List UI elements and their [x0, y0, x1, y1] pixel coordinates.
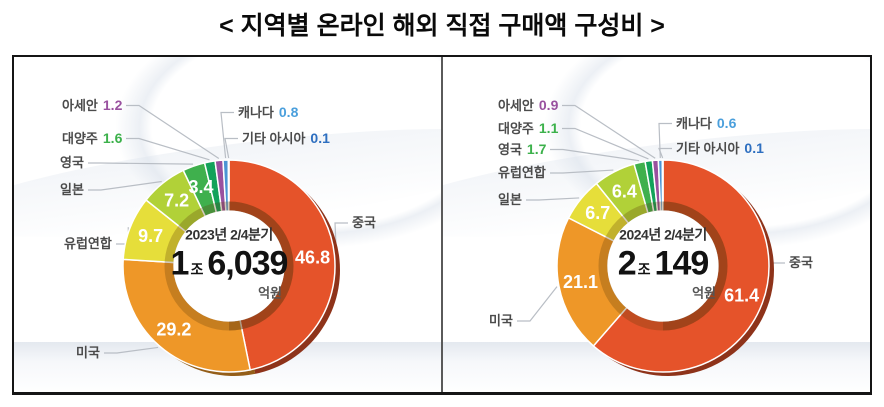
callout-value: 1.1 [538, 120, 559, 136]
amount-prefix-unit: 조 [190, 261, 204, 278]
callout-value: 1.7 [526, 141, 547, 157]
leader-lines [88, 104, 348, 354]
callout-일본: 일본 [498, 192, 522, 208]
callout-아세안: 아세안 1.2 [62, 97, 122, 114]
leader-line-기타 아시아 [224, 137, 238, 159]
callout-기타 아시아: 기타 아시아 0.1 [242, 130, 330, 147]
callout-label: 영국 [498, 142, 522, 157]
callout-value: 0.6 [716, 115, 737, 131]
callout-label: 기타 아시아 [242, 131, 306, 146]
callout-미국: 미국 [489, 313, 513, 329]
leader-line-아세안 [126, 104, 220, 159]
amount-prefix: 2 [617, 244, 637, 283]
callout-label: 유럽연합 [498, 165, 546, 180]
amount-value: 149 [654, 244, 710, 283]
callout-label: 미국 [489, 313, 513, 328]
leader-line-영국 [88, 162, 194, 165]
leader-line-영국 [550, 148, 640, 162]
callout-영국: 영국 1.7 [498, 141, 546, 158]
callout-label: 중국 [352, 215, 376, 230]
amount-prefix: 1 [170, 244, 190, 283]
callout-label: 유럽연합 [64, 236, 112, 251]
center-total-amount: 2 조 149 [588, 246, 738, 280]
center-total-unit: 억원 [692, 285, 716, 301]
segment-value-label-유럽연합: 6.4 [612, 181, 637, 201]
segment-value-label-일본: 6.7 [585, 203, 610, 223]
segment-value-label-미국: 29.2 [156, 319, 191, 339]
leader-line-유럽연합 [550, 169, 614, 174]
callout-label: 캐나다 [238, 105, 274, 120]
callout-label: 일본 [60, 182, 84, 197]
leader-line-일본 [88, 180, 162, 191]
panel-divider [441, 57, 443, 392]
chart-box: 46.8 29.2 9.7 7.2 3.4 아세안 1.2 대양주 1.6 영국 일본 유럽연합 미국 캐… [12, 55, 872, 395]
callout-유럽연합: 유럽연합 [64, 236, 112, 252]
leader-line-대양주 [562, 127, 649, 160]
callout-캐나다: 캐나다 0.8 [238, 104, 298, 121]
callout-아세안: 아세안 0.9 [498, 97, 558, 114]
leader-line-대양주 [126, 137, 210, 161]
callout-value: 0.8 [278, 104, 299, 120]
donut-panel-2024-q2: 61.4 21.1 6.7 6.4 아세안 0.9 대양주 1.1 영국 1.7 유럽연합 일본 미국 캐… [443, 57, 870, 392]
center-total: 2023년 2/4분기 1 조 6,039 억원 [154, 224, 304, 301]
leader-line-미국 [104, 346, 159, 354]
donut-chart: 61.421.16.76.4 [517, 104, 785, 376]
callout-label: 중국 [789, 255, 813, 270]
segment-value-label-영국: 3.4 [189, 177, 214, 197]
donut-hole [607, 210, 719, 322]
callout-label: 아세안 [62, 98, 98, 113]
segment-value-label-미국: 21.1 [563, 272, 598, 292]
callout-value: 0.9 [538, 97, 559, 113]
callout-value: 0.1 [744, 140, 764, 156]
callout-미국: 미국 [76, 345, 100, 361]
callout-대양주: 대양주 1.6 [62, 130, 122, 147]
callout-label: 캐나다 [676, 116, 712, 131]
donut-hole [173, 210, 285, 322]
leader-line-캐나다 [220, 111, 234, 159]
donut-chart: 46.8 29.2 9.77.23.4 [88, 104, 348, 376]
center-total-unit: 억원 [258, 285, 282, 301]
center-total-amount: 1 조 6,039 [154, 246, 304, 280]
amount-prefix-unit: 조 [637, 261, 651, 278]
callout-캐나다: 캐나다 0.6 [676, 115, 736, 132]
callout-영국: 영국 [60, 155, 84, 171]
callout-label: 기타 아시아 [676, 141, 740, 156]
figure-title: < 지역별 온라인 해외 직접 구매액 구성비 > [219, 12, 665, 40]
callout-label: 대양주 [62, 131, 98, 146]
callout-label: 아세안 [498, 98, 534, 113]
segment-value-label-일본: 7.2 [164, 190, 189, 210]
leader-line-미국 [517, 286, 558, 322]
callout-기타 아시아: 기타 아시아 0.1 [676, 140, 764, 157]
callout-label: 대양주 [498, 121, 534, 136]
callout-label: 영국 [60, 155, 84, 170]
callout-일본: 일본 [60, 182, 84, 198]
callout-label: 일본 [498, 192, 522, 207]
segment-value-label-유럽연합: 9.7 [138, 226, 163, 246]
callout-대양주: 대양주 1.1 [498, 120, 558, 137]
leader-line-캐나다 [658, 122, 672, 159]
callout-value: 0.1 [310, 130, 330, 146]
callout-value: 1.2 [102, 97, 123, 113]
callout-value: 1.6 [102, 130, 123, 146]
callout-label: 미국 [76, 345, 100, 360]
segment-value-label-중국: 61.4 [724, 285, 759, 305]
callout-중국: 중국 [352, 215, 376, 231]
leader-line-기타 아시아 [658, 147, 672, 159]
callout-중국: 중국 [789, 255, 813, 271]
callout-유럽연합: 유럽연합 [498, 165, 546, 181]
center-total: 2024년 2/4분기 2 조 149 억원 [588, 224, 738, 301]
leader-line-아세안 [562, 104, 656, 159]
segment-value-label-중국: 46.8 [295, 248, 330, 268]
leader-line-일본 [526, 197, 580, 201]
center-period-label: 2023년 2/4분기 [185, 226, 273, 243]
amount-value: 6,039 [207, 244, 288, 283]
center-period-label: 2024년 2/4분기 [619, 226, 707, 243]
